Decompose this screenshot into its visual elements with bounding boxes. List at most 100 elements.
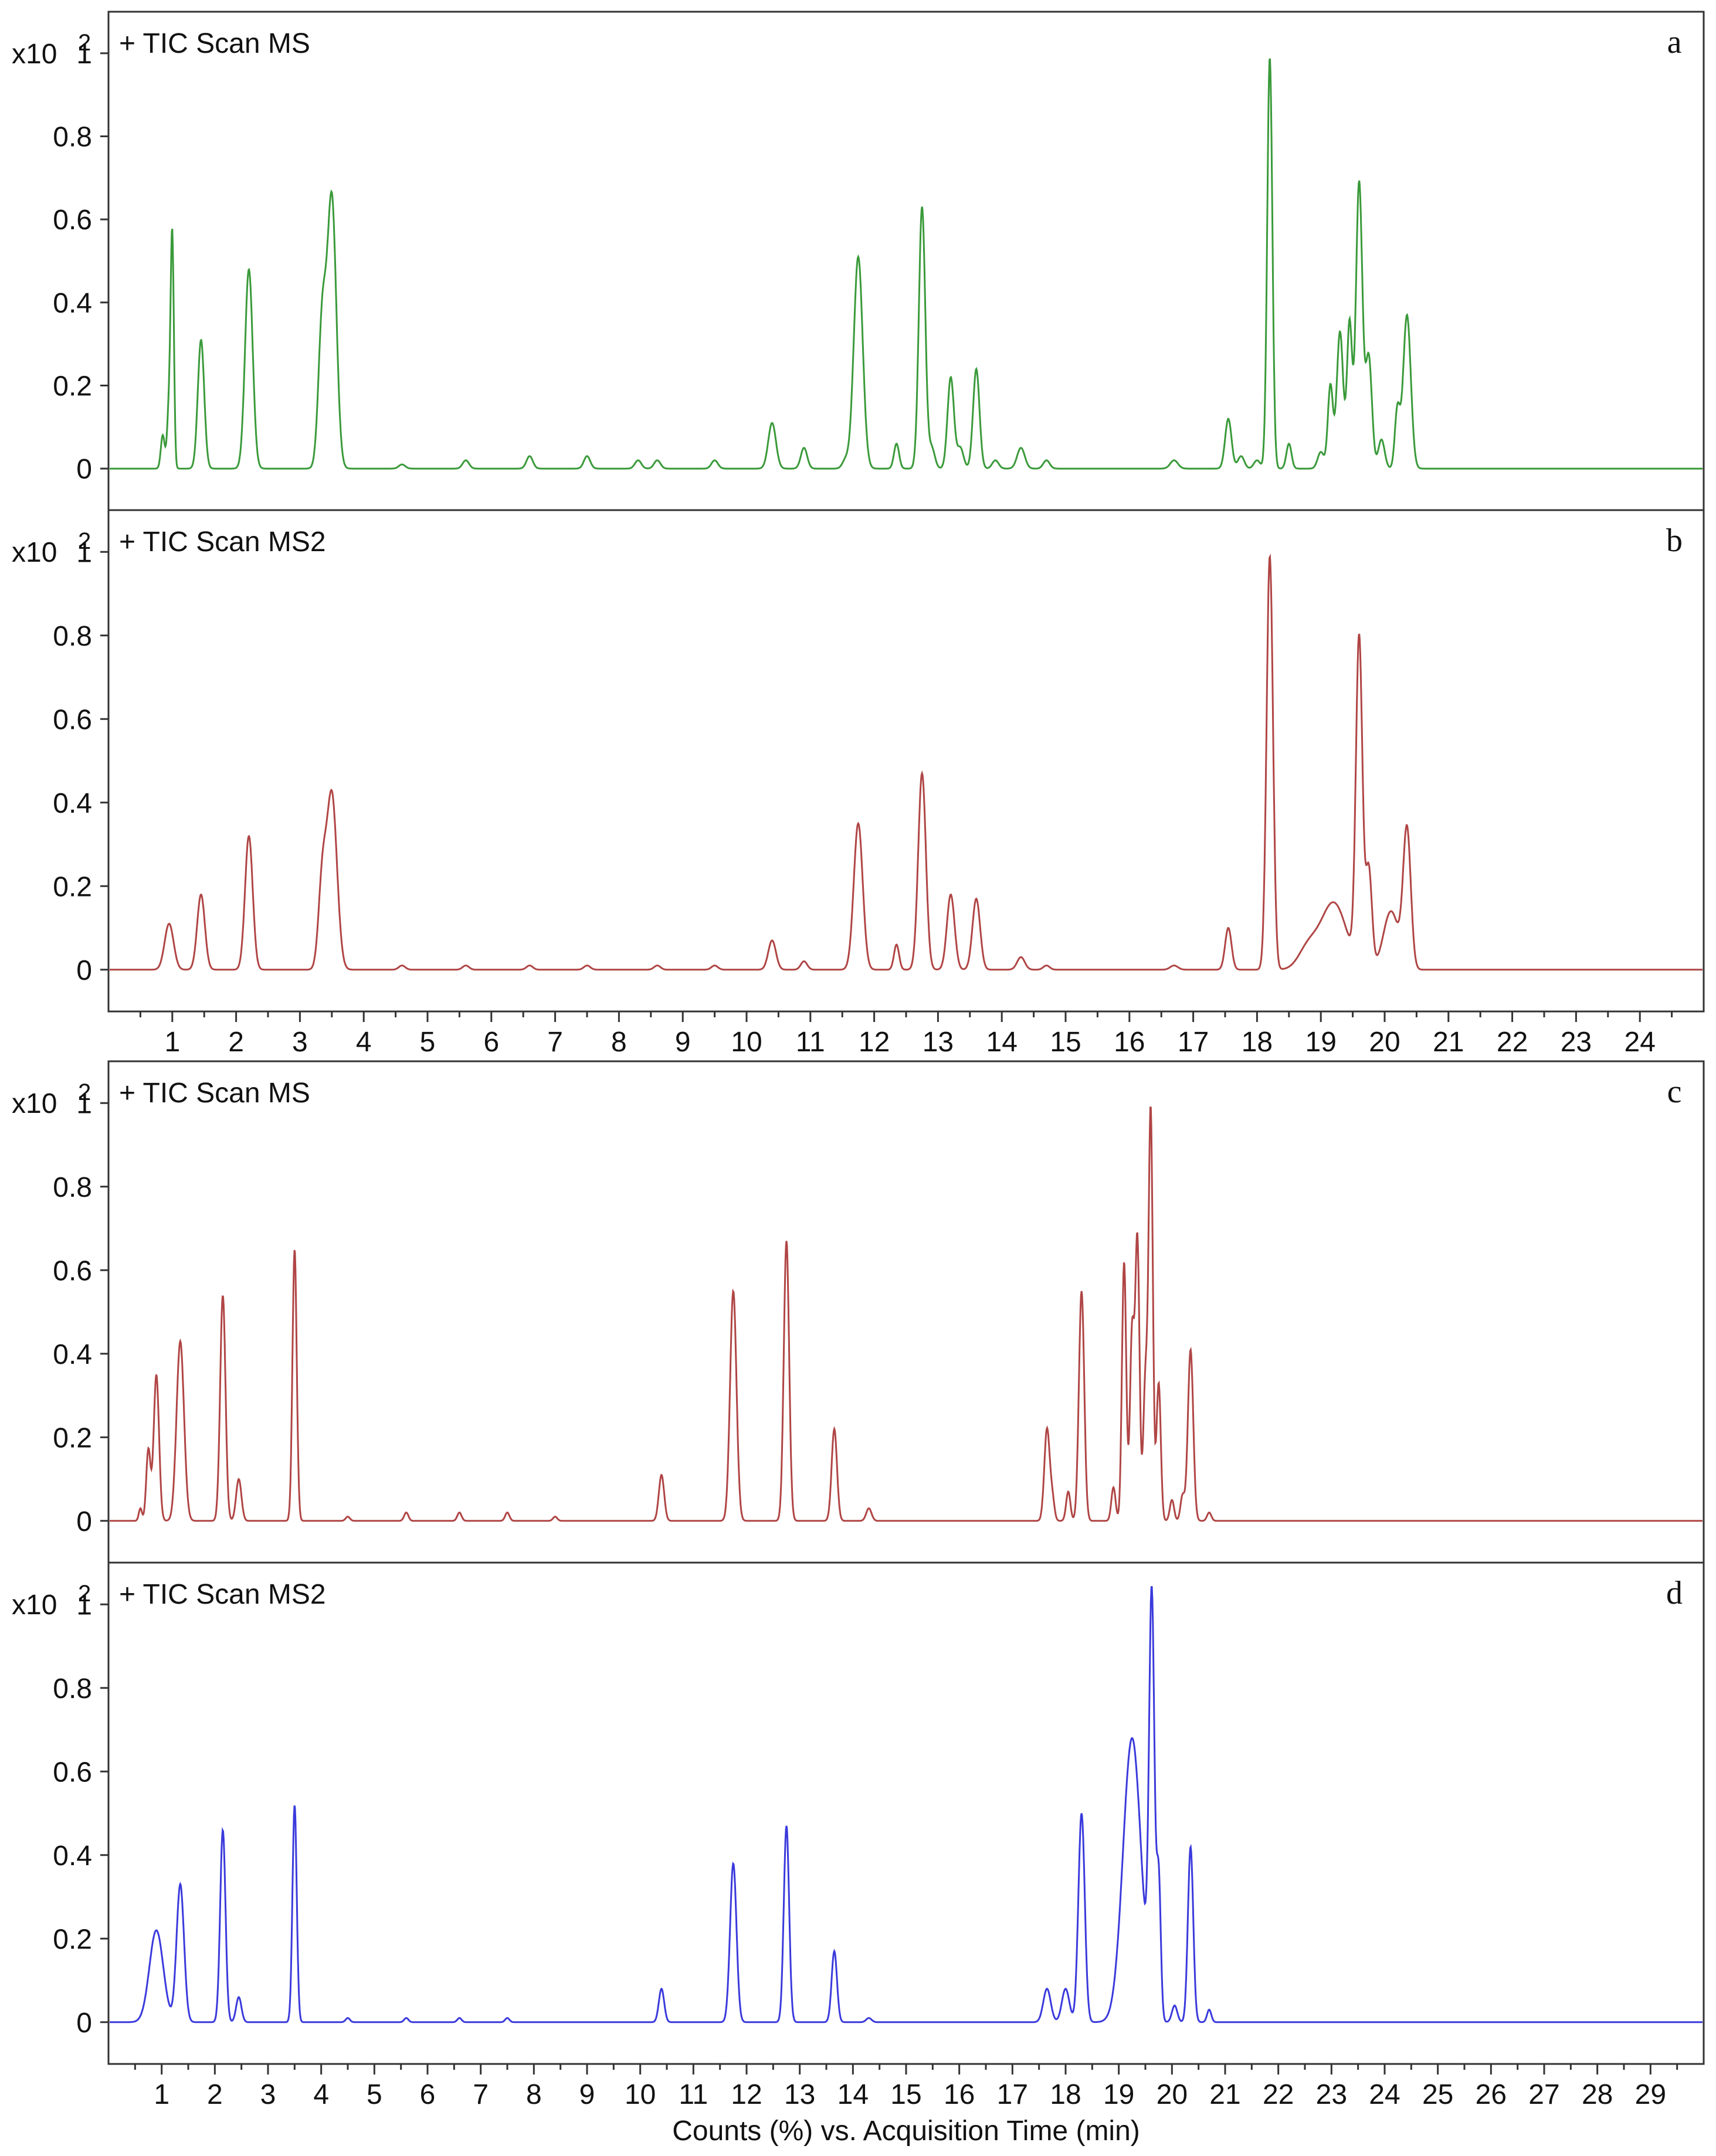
y-tick-label: 0.6 [53,1757,92,1788]
x-tick-label: 15 [890,2079,921,2110]
peak-point [1123,1261,1125,1263]
peak-point [161,434,164,437]
peak-point [868,2017,870,2019]
peak-point [1151,1612,1153,1614]
x-tick-label: 3 [260,2079,276,2110]
chart-panel-a: + TIC Scan MS a x10 2 0 0.2 0.4 0.6 0.8 1 [12,11,1705,511]
peak-point [222,1829,224,1831]
peak-point [785,1825,788,1827]
peak-point [179,1883,181,1886]
peak-point [1020,956,1022,958]
x-tick-label: 5 [367,2079,382,2110]
peak-point [1189,1349,1192,1351]
y-scale-exponent: 2 [78,528,91,554]
peak-point [1269,555,1271,557]
peak-point [331,198,333,200]
peak-point [200,339,202,341]
panel-title: + TIC Scan MS [119,28,310,59]
x-tick-label: 10 [625,2079,656,2110]
panel-title: + TIC Scan MS2 [119,1579,326,1610]
chromatogram-trace [110,58,1703,470]
peak-point [714,459,716,461]
y-tick-label: 0.2 [53,371,92,402]
panel-letter: a [1667,24,1682,60]
peak-point [1080,1812,1083,1815]
peak-point [656,459,659,461]
x-tick-label: 27 [1528,2079,1559,2110]
y-tick-label: 0 [76,454,92,485]
peak-point [168,405,170,408]
peak-point [1080,1290,1083,1292]
y-scale-label: x10 [12,39,57,70]
peak-point [714,965,716,967]
x-tick-label: 28 [1582,2079,1613,2110]
y-tick-label: 0.6 [53,1255,92,1286]
peak-point [155,1373,158,1376]
peak-point [464,965,467,967]
x-tick-label: 11 [796,1027,825,1058]
peak-point [994,459,996,461]
peak-point [528,455,531,457]
x-tick-label: 19 [1305,1027,1337,1058]
peak-point [1208,2008,1210,2011]
x-tick-label: 4 [356,1027,372,1058]
peak-point [1173,965,1175,967]
peak-point [1113,1486,1115,1489]
peak-point [921,772,923,775]
y-tick-label: 0 [76,1506,92,1537]
peak-point [857,256,859,258]
peak-point [586,965,588,967]
peak-point [1358,643,1360,645]
x-tick-label: 16 [944,2079,975,2110]
y-scale-label: x10 [12,537,57,568]
peak-point [147,1449,150,1451]
peak-point [222,1294,224,1296]
x-tick-label: 14 [986,1027,1018,1058]
peak-point [1174,2004,1176,2006]
x-tick-label: 13 [923,1027,954,1058]
x-tick-label: 7 [547,1027,563,1058]
y-tick-label: 0.2 [53,1924,92,1955]
peak-point [293,1248,296,1251]
y-tick-label: 0.2 [53,1422,92,1454]
y-tick-label: 1 [76,1590,92,1621]
peak-point [405,1512,408,1514]
peak-point [975,898,978,900]
peak-point [771,939,774,942]
x-tick-label: 18 [1050,2079,1081,2110]
y-scale-exponent: 2 [78,1079,91,1105]
peak-point [975,368,978,370]
peak-point [238,1996,240,1998]
y-scale-exponent: 2 [78,30,91,56]
x-tick-label: 21 [1209,2079,1240,2110]
peak-point [1158,1879,1160,1882]
x-tick-label: 20 [1369,1027,1400,1058]
peak-point [1171,1499,1173,1501]
peak-point [1227,927,1229,929]
peak-point [331,793,333,796]
peak-point [1396,409,1399,412]
peak-point [1269,56,1271,59]
peak-point [1064,1988,1067,1990]
plot-frame [107,509,1705,1013]
x-tick-label: 22 [1263,2079,1294,2110]
x-tick-label: 3 [292,1027,308,1058]
peak-point [803,960,805,963]
peak-point [1307,948,1309,950]
plot-frame [107,1561,1705,2065]
peak-point [1045,965,1047,967]
x-tick-label: 24 [1625,1027,1656,1058]
y-tick-label: 0.6 [53,704,92,735]
peak-point [1368,868,1370,871]
chromatogram-trace [110,1585,1703,2023]
x-tick-label: 4 [313,2079,329,2110]
y-tick-label: 0.8 [53,1673,92,1705]
peak-point [1045,459,1047,461]
peak-point [656,965,659,967]
peak-point [868,1507,870,1509]
peak-point [1358,181,1360,183]
x-tick-label: 1 [164,1027,180,1058]
peak-point [771,422,774,424]
peak-point [1330,385,1332,387]
